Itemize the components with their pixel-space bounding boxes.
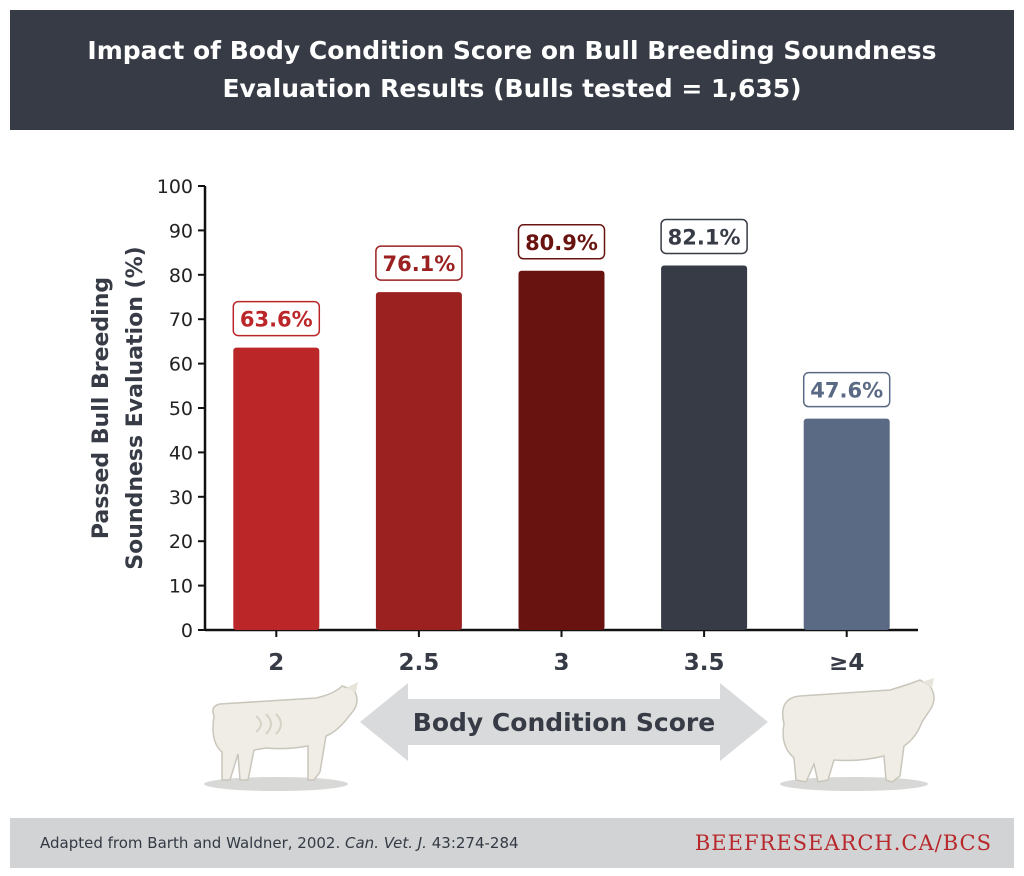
thin-bull-icon bbox=[204, 682, 358, 791]
double-arrow-icon bbox=[360, 683, 768, 761]
body-condition-score-arrow: Body Condition Score bbox=[360, 683, 768, 761]
data-label: 76.1% bbox=[382, 252, 455, 276]
data-label: 63.6% bbox=[240, 308, 313, 332]
fat-bull-icon bbox=[780, 678, 935, 791]
citation-ref: 43:274-284 bbox=[431, 834, 519, 852]
data-label: 47.6% bbox=[810, 379, 883, 403]
y-tick-label: 10 bbox=[169, 576, 193, 598]
x-tick-label: ≥4 bbox=[829, 650, 864, 670]
chart-header: Impact of Body Condition Score on Bull B… bbox=[10, 10, 1014, 130]
x-tick-label: 3.5 bbox=[684, 650, 725, 670]
y-axis-label-line1: Passed Bull Breeding bbox=[89, 277, 114, 539]
y-tick-label: 90 bbox=[169, 220, 193, 242]
data-label-box bbox=[375, 245, 463, 281]
y-tick-label: 80 bbox=[169, 265, 193, 287]
bar bbox=[375, 292, 462, 630]
data-label-box bbox=[232, 300, 321, 337]
y-tick-label: 70 bbox=[169, 309, 193, 331]
data-label-box bbox=[660, 218, 748, 255]
chart-title-line2: Evaluation Results (Bulls tested = 1,635… bbox=[222, 74, 802, 103]
bar-chart: 0 10 20 30 40 50 60 70 80 90 100 Passed Bull Breedi… bbox=[89, 176, 918, 670]
x-tick-label: 2 bbox=[268, 650, 284, 670]
y-tick-label: 100 bbox=[157, 176, 193, 198]
y-tick-label: 30 bbox=[169, 487, 193, 509]
x-tick-label: 3 bbox=[553, 650, 569, 670]
brand-url: BEEFRESEARCH.CA/BCS bbox=[694, 831, 992, 855]
y-tick-label: 60 bbox=[169, 354, 193, 376]
x-tick-label: 2.5 bbox=[399, 650, 440, 670]
bar bbox=[661, 265, 748, 630]
y-tick-label: 20 bbox=[169, 531, 193, 553]
y-tick-label: 40 bbox=[169, 442, 193, 464]
citation-journal: Can. Vet. J. bbox=[345, 834, 427, 852]
bar bbox=[803, 418, 890, 630]
chart-footer: Adapted from Barth and Waldner, 2002. Ca… bbox=[10, 818, 1014, 868]
chart-title-line1: Impact of Body Condition Score on Bull B… bbox=[87, 36, 937, 65]
y-tick-label: 0 bbox=[181, 620, 193, 642]
source-citation: Adapted from Barth and Waldner, 2002. Ca… bbox=[40, 834, 519, 852]
data-label: 82.1% bbox=[668, 225, 741, 249]
data-label-box bbox=[517, 224, 606, 260]
citation-text: Adapted from Barth and Waldner, 2002. bbox=[40, 834, 341, 852]
data-label-box bbox=[802, 371, 891, 408]
data-label: 80.9% bbox=[525, 231, 598, 255]
y-tick-label: 50 bbox=[169, 398, 193, 420]
bar bbox=[518, 270, 605, 630]
x-axis-label: Body Condition Score bbox=[412, 707, 716, 737]
bar bbox=[233, 347, 320, 630]
y-axis-label-line2: Soundness Evaluation (%) bbox=[123, 246, 148, 569]
